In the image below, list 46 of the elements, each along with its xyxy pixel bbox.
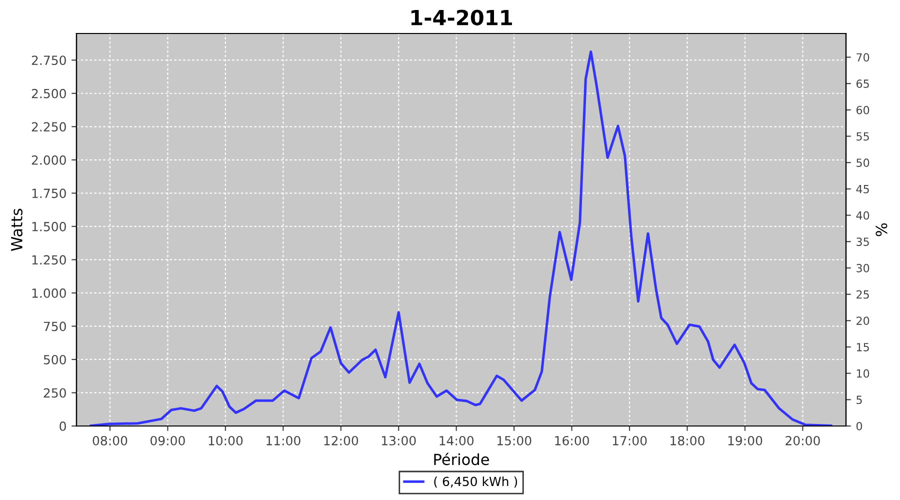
y-axis-title: Watts (11, 208, 22, 251)
x-axis-title: Période (434, 452, 489, 466)
chart-title: 1-4-2011 (411, 10, 512, 26)
y-tick-label: 1.000 (32, 288, 66, 298)
y2-tick-label: 5 (856, 396, 862, 404)
y-tick-label: 2.000 (32, 155, 66, 165)
y-tick-label: 2.250 (32, 122, 66, 132)
y2-tick-label: 15 (856, 343, 869, 352)
y-tick-label: 1.750 (32, 188, 66, 198)
x-tick-label: 09:00 (150, 436, 185, 446)
y2-tick-label: 65 (856, 80, 869, 88)
y2-tick-label: 70 (856, 53, 870, 62)
x-tick-label: 12:00 (324, 436, 358, 446)
legend-label: ( 6,450 kWh ) (434, 476, 518, 488)
y-tick-label: 1.500 (32, 222, 66, 232)
y2-tick-label: 55 (856, 132, 869, 141)
y2-tick-label: 30 (856, 264, 870, 272)
y-tick-label: 250 (44, 388, 66, 398)
x-tick-label: 15:00 (497, 436, 532, 446)
y-tick-label: 1.250 (32, 255, 66, 265)
x-tick-label: 08:00 (92, 436, 128, 446)
y2-tick-label: 25 (856, 290, 869, 299)
y-tick-label: 0 (60, 421, 66, 431)
x-tick-label: 11:00 (266, 436, 300, 446)
y2-tick-label: 35 (856, 238, 869, 246)
y-tick-label: 2.750 (32, 56, 66, 66)
x-tick-label: 13:00 (382, 436, 416, 446)
x-tick-label: 20:00 (786, 436, 820, 446)
y2-tick-label: 40 (856, 211, 870, 220)
y-tick-label: 500 (44, 354, 66, 364)
x-tick-label: 10:00 (208, 436, 243, 446)
y-tick-label: 2.500 (32, 88, 66, 98)
y2-tick-label: 10 (856, 369, 870, 378)
x-tick-label: 17:00 (612, 436, 647, 446)
x-tick-label: 16:00 (555, 436, 589, 446)
y2-tick-label: 20 (856, 316, 870, 326)
y-tick-label: 750 (44, 322, 66, 332)
x-tick-label: 14:00 (440, 436, 474, 446)
y2-tick-label: 50 (856, 158, 870, 167)
line-series (90, 50, 832, 426)
y2-tick-label: 0 (856, 422, 862, 430)
x-tick-label: 19:00 (728, 436, 762, 446)
y2-tick-label: 60 (856, 106, 870, 114)
x-tick-label: 18:00 (670, 436, 704, 446)
y2-axis-title: % (876, 223, 888, 236)
y2-tick-label: 45 (856, 185, 869, 194)
